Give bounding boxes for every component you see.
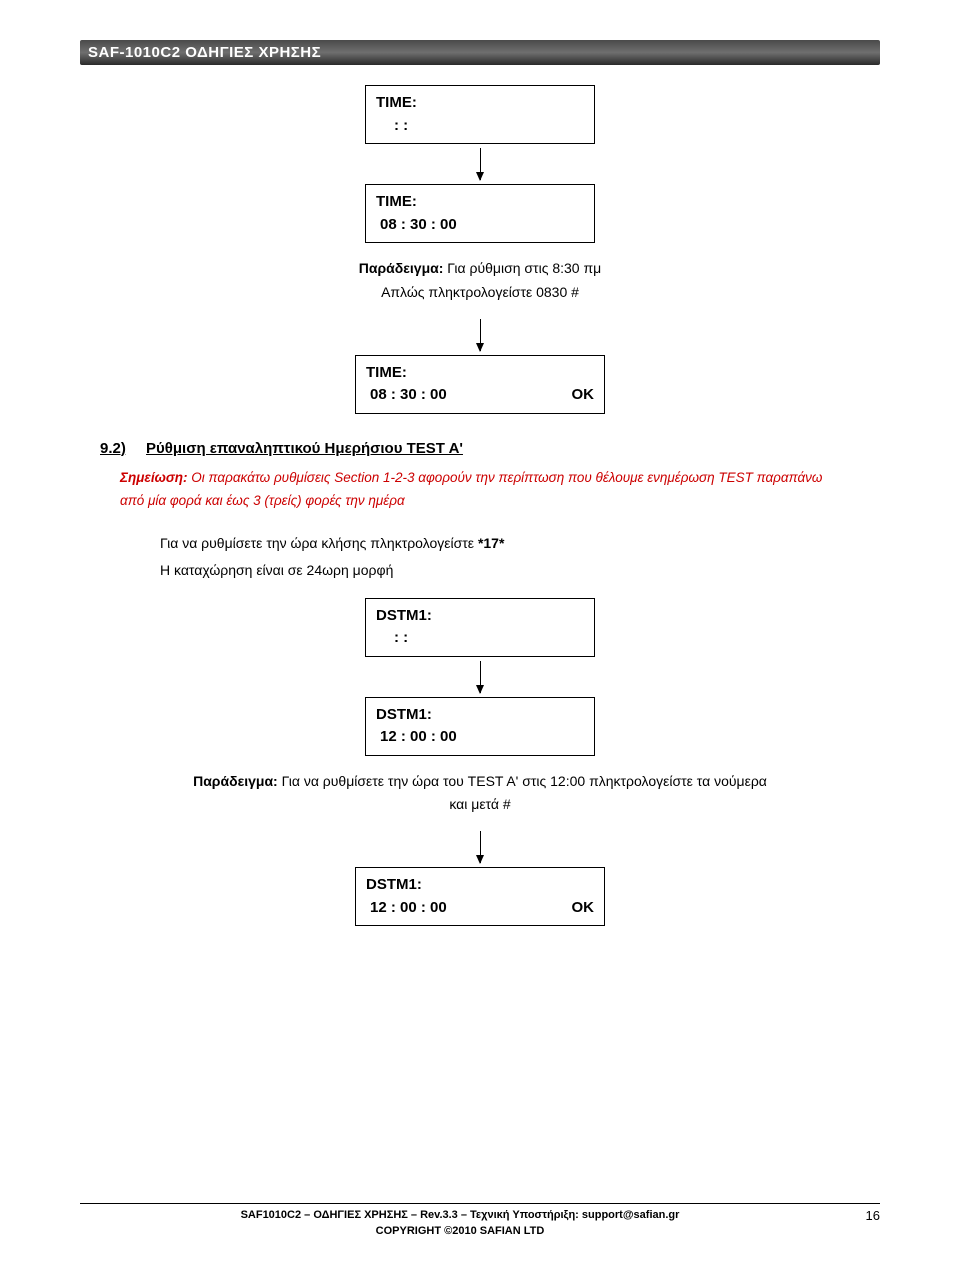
header-title: SAF-1010C2 ΟΔΗΓΙΕΣ ΧΡΗΣΗΣ <box>88 44 321 61</box>
ok-label: OK <box>572 897 595 920</box>
page-header: SAF-1010C2 ΟΔΗΓΙΕΣ ΧΡΗΣΗΣ <box>80 40 880 65</box>
instruction-code: *17* <box>478 535 504 551</box>
box-value: : : <box>376 627 584 650</box>
example-text: Για να ρυθμίσετε την ώρα του TEST A' στι… <box>278 773 767 789</box>
time-box-empty: TIME: : : <box>365 85 595 144</box>
instruction-line2: Η καταχώρηση είναι σε 24ωρη μορφή <box>160 557 880 584</box>
box-label: TIME: <box>376 92 584 115</box>
dstm-box-empty: DSTM1: : : <box>365 598 595 657</box>
time-box-filled: TIME: 08 : 30 : 00 <box>365 184 595 243</box>
arrow-icon <box>480 831 481 863</box>
dstm-box-filled: DSTM1: 12 : 00 : 00 <box>365 697 595 756</box>
note-text: Οι παρακάτω ρυθμίσεις Section 1-2-3 αφορ… <box>120 470 822 508</box>
box-value: 08 : 30 : 00 <box>370 384 447 407</box>
note-label: Σημείωση: <box>120 470 188 485</box>
example-label: Παράδειγμα: <box>193 773 278 789</box>
box-label: DSTM1: <box>376 704 584 727</box>
ok-label: OK <box>572 384 595 407</box>
arrow-icon <box>480 661 481 693</box>
instruction-block: Για να ρυθμίσετε την ώρα κλήσης πληκτρολ… <box>160 530 880 583</box>
example-label: Παράδειγμα: <box>359 260 444 276</box>
note-block: Σημείωση: Οι παρακάτω ρυθμίσεις Section … <box>120 467 840 513</box>
box-label: DSTM1: <box>376 605 584 628</box>
page-number: 16 <box>840 1208 880 1223</box>
instruction-text: Για να ρυθμίσετε την ώρα κλήσης πληκτρολ… <box>160 535 478 551</box>
page-footer: SAF1010C2 – ΟΔΗΓΙΕΣ ΧΡΗΣΗΣ – Rev.3.3 – Τ… <box>80 1203 880 1239</box>
example-line2: και μετά # <box>80 793 880 817</box>
box-label: DSTM1: <box>366 874 594 897</box>
footer-text: SAF1010C2 – ΟΔΗΓΙΕΣ ΧΡΗΣΗΣ – Rev.3.3 – Τ… <box>80 1208 840 1239</box>
box-value: 12 : 00 : 00 <box>370 897 447 920</box>
box-value: 08 : 30 : 00 <box>376 214 584 237</box>
example-line2: Απλώς πληκτρολογείστε 0830 # <box>80 281 880 305</box>
instruction-line1: Για να ρυθμίσετε την ώρα κλήσης πληκτρολ… <box>160 530 880 557</box>
box-value: 12 : 00 : 00 <box>376 726 584 749</box>
example-text: Για ρύθμιση στις 8:30 πμ <box>443 260 601 276</box>
example-line1: Παράδειγμα: Για να ρυθμίσετε την ώρα του… <box>80 770 880 794</box>
footer-line1: SAF1010C2 – ΟΔΗΓΙΕΣ ΧΡΗΣΗΣ – Rev.3.3 – Τ… <box>241 1209 680 1221</box>
arrow-icon <box>480 148 481 180</box>
section-title: Ρύθμιση επαναληπτικού Ημερήσιου TEST A' <box>146 440 463 457</box>
section-number: 9.2) <box>100 440 126 457</box>
time-box-ok: TIME: 08 : 30 : 00 OK <box>355 355 605 414</box>
box-value-row: 12 : 00 : 00 OK <box>366 897 594 920</box>
arrow-icon <box>480 319 481 351</box>
box-label: TIME: <box>376 191 584 214</box>
box-value-row: 08 : 30 : 00 OK <box>366 384 594 407</box>
example-2: Παράδειγμα: Για να ρυθμίσετε την ώρα του… <box>80 770 880 818</box>
dstm-box-ok: DSTM1: 12 : 00 : 00 OK <box>355 867 605 926</box>
example-line1: Παράδειγμα: Για ρύθμιση στις 8:30 πμ <box>80 257 880 281</box>
box-label: TIME: <box>366 362 594 385</box>
page: SAF-1010C2 ΟΔΗΓΙΕΣ ΧΡΗΣΗΣ TIME: : : TIME… <box>0 0 960 1273</box>
section-heading: 9.2) Ρύθμιση επαναληπτικού Ημερήσιου TES… <box>100 440 880 457</box>
example-1: Παράδειγμα: Για ρύθμιση στις 8:30 πμ Απλ… <box>80 257 880 305</box>
box-value: : : <box>376 115 584 138</box>
footer-line2: COPYRIGHT ©2010 SAFIAN LTD <box>376 1225 545 1237</box>
